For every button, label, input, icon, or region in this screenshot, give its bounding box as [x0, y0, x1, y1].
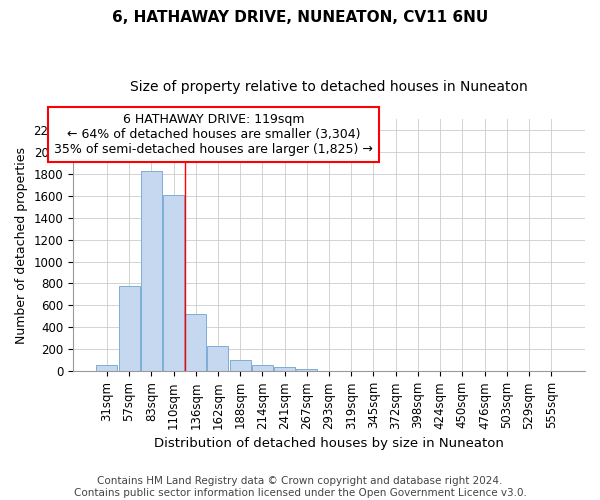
X-axis label: Distribution of detached houses by size in Nuneaton: Distribution of detached houses by size … — [154, 437, 504, 450]
Bar — [141, 172, 162, 372]
Bar — [163, 194, 184, 372]
Bar — [252, 366, 273, 372]
Bar — [185, 314, 206, 372]
Text: 6 HATHAWAY DRIVE: 119sqm
← 64% of detached houses are smaller (3,304)
35% of sem: 6 HATHAWAY DRIVE: 119sqm ← 64% of detach… — [54, 113, 373, 156]
Bar — [296, 369, 317, 372]
Bar — [119, 286, 140, 372]
Y-axis label: Number of detached properties: Number of detached properties — [15, 146, 28, 344]
Bar — [96, 366, 118, 372]
Bar — [274, 368, 295, 372]
Bar — [230, 360, 251, 372]
Text: Contains HM Land Registry data © Crown copyright and database right 2024.
Contai: Contains HM Land Registry data © Crown c… — [74, 476, 526, 498]
Text: 6, HATHAWAY DRIVE, NUNEATON, CV11 6NU: 6, HATHAWAY DRIVE, NUNEATON, CV11 6NU — [112, 10, 488, 25]
Bar — [208, 346, 229, 372]
Title: Size of property relative to detached houses in Nuneaton: Size of property relative to detached ho… — [130, 80, 528, 94]
